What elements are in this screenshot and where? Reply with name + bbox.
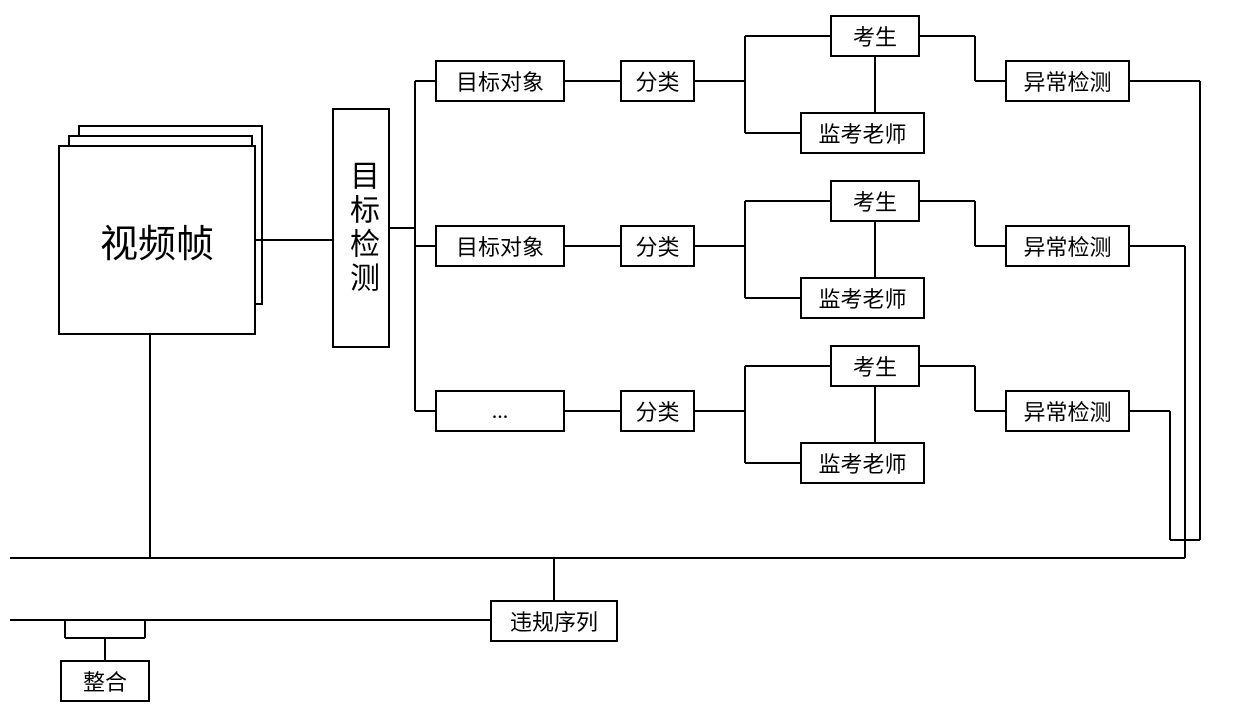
candidate-node-1: 考生 [830,15,920,57]
invigilator-node-3: 监考老师 [800,442,925,484]
invigilator-node-2: 监考老师 [800,277,925,319]
anomaly-node-2: 异常检测 [1005,225,1130,267]
classify-node-2: 分类 [620,225,695,267]
violation-sequence-label: 违规序列 [510,605,598,637]
edges-layer [0,0,1240,726]
violation-sequence-node: 违规序列 [490,600,618,642]
target-object-node-3: ... [435,390,565,432]
target-object-label-2: 目标对象 [456,230,544,262]
anomaly-label-1: 异常检测 [1023,65,1111,97]
candidate-label-3: 考生 [853,350,897,382]
anomaly-node-3: 异常检测 [1005,390,1130,432]
target-detection-node: 目标检测 [332,108,390,348]
target-detection-label: 目标检测 [339,160,383,296]
invigilator-node-1: 监考老师 [800,112,925,154]
integration-label: 整合 [83,665,127,697]
classify-node-1: 分类 [620,60,695,102]
classify-node-3: 分类 [620,390,695,432]
candidate-label-2: 考生 [853,185,897,217]
classify-label-2: 分类 [635,230,679,262]
candidate-node-2: 考生 [830,180,920,222]
target-object-node-2: 目标对象 [435,225,565,267]
invigilator-label-3: 监考老师 [818,447,906,479]
invigilator-label-2: 监考老师 [818,282,906,314]
anomaly-node-1: 异常检测 [1005,60,1130,102]
integration-node: 整合 [60,660,150,702]
diagram-canvas: 视频帧 目标检测 目标对象 分类 考生 监考老师 异常检测 目标对象 分类 考生… [0,0,1240,726]
anomaly-label-3: 异常检测 [1023,395,1111,427]
video-frame-label: 视频帧 [100,213,214,268]
target-object-node-1: 目标对象 [435,60,565,102]
classify-label-3: 分类 [635,395,679,427]
candidate-label-1: 考生 [853,20,897,52]
target-object-label-3: ... [492,398,509,424]
video-frame-node: 视频帧 [58,145,256,335]
classify-label-1: 分类 [635,65,679,97]
invigilator-label-1: 监考老师 [818,117,906,149]
anomaly-label-2: 异常检测 [1023,230,1111,262]
target-object-label-1: 目标对象 [456,65,544,97]
candidate-node-3: 考生 [830,345,920,387]
